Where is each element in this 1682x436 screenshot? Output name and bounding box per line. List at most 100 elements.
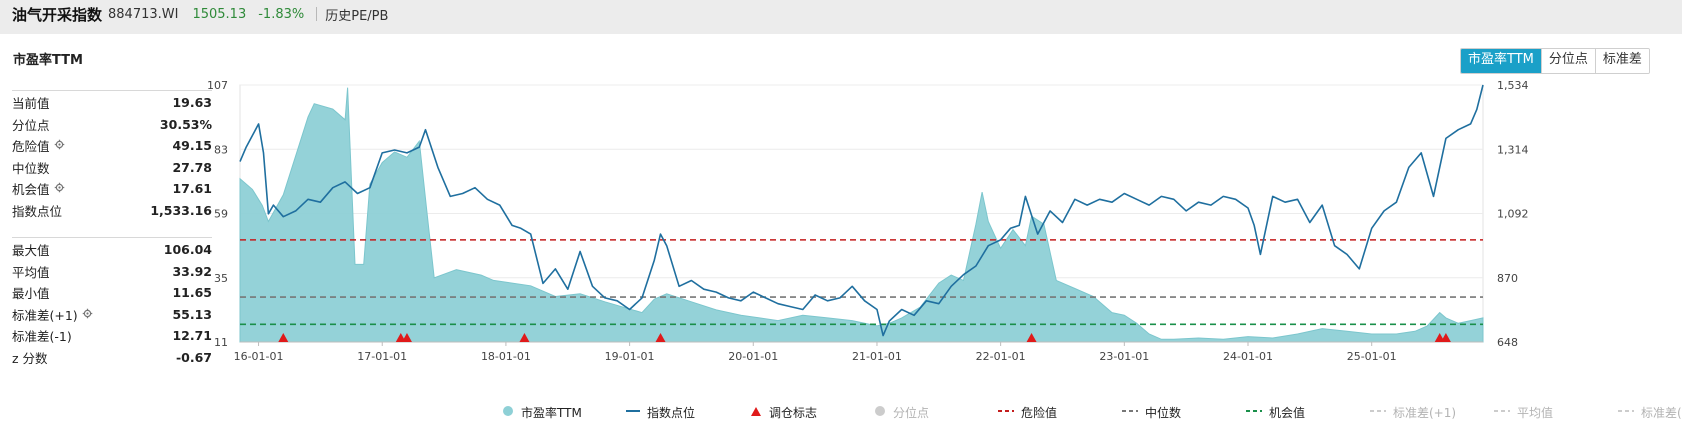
stat-value: 27.78 (172, 159, 212, 175)
index-change: -1.83% (258, 6, 305, 22)
index-price: 1505.13 (192, 6, 247, 22)
rebalance-marker (655, 333, 666, 342)
stat-row: 机会值 17.61 (12, 178, 212, 200)
stat-value: 12.71 (172, 328, 212, 344)
rebalance-marker (278, 333, 289, 342)
stat-label: 指数点位 (12, 201, 62, 220)
legend-item[interactable]: 分位点 (874, 404, 929, 421)
legend-item[interactable]: 调仓标志 (750, 404, 817, 421)
stat-label-text: 标准差(-1) (12, 329, 72, 345)
stat-row: 最小值 11.65 (12, 282, 212, 304)
stat-label-text: 中位数 (12, 160, 50, 176)
left-axis-tick-label: 59 (214, 208, 228, 221)
stat-row: z 分数 -0.67 (12, 347, 212, 369)
legend-label: 分位点 (893, 406, 930, 420)
stat-label: 标准差(-1) (12, 326, 72, 345)
right-axis-tick-label: 648 (1497, 336, 1518, 349)
stat-label: 分位点 (12, 115, 50, 134)
tab-std-dev[interactable]: 标准差 (1594, 49, 1649, 73)
gear-icon[interactable] (82, 307, 93, 322)
stat-label-text: 危险值 (12, 139, 50, 155)
legend-swatch-icon (1122, 405, 1138, 420)
legend-swatch-icon (998, 405, 1014, 420)
x-axis-tick-label: 25-01-01 (1347, 350, 1397, 363)
legend-swatch-icon (1370, 405, 1386, 420)
stat-value: 19.63 (172, 95, 212, 111)
rebalance-marker (401, 333, 412, 342)
rebalance-marker (1440, 333, 1451, 342)
rebalance-marker (519, 333, 530, 342)
tab-percentile[interactable]: 分位点 (1540, 49, 1595, 73)
history-pe-pb-link[interactable]: 历史PE/PB (325, 8, 389, 24)
left-axis-tick-label: 107 (207, 79, 228, 92)
header-divider (316, 7, 318, 21)
stat-label-text: 机会值 (12, 182, 50, 198)
legend-swatch-icon (874, 405, 886, 420)
stat-label: 机会值 (12, 179, 65, 198)
stat-row: 分位点 30.53% (12, 114, 212, 136)
stat-row: 危险值 49.15 (12, 135, 212, 157)
chart-legend: 市盈率TTM 指数点位 调仓标志 分位点 危险值 中位数 机会值 标准差(+1) 平均值 标准差(… (0, 404, 1682, 424)
legend-swatch-icon (1246, 405, 1262, 420)
legend-item[interactable]: 标准差(-1) (1618, 404, 1682, 421)
stat-row: 平均值 33.92 (12, 261, 212, 283)
legend-label: 标准差(-1) (1641, 406, 1682, 420)
legend-item[interactable]: 机会值 (1246, 404, 1305, 421)
legend-item[interactable]: 标准差(+1) (1370, 404, 1456, 421)
legend-label: 平均值 (1517, 406, 1554, 420)
stat-label: z 分数 (12, 348, 48, 367)
x-axis-tick-label: 24-01-01 (1223, 350, 1273, 363)
legend-label: 市盈率TTM (521, 406, 582, 420)
legend-item[interactable]: 平均值 (1494, 404, 1553, 421)
stat-row: 标准差(-1) 12.71 (12, 325, 212, 347)
index-level-line (239, 84, 1484, 337)
stat-value: 1,533.16 (150, 202, 212, 218)
stat-value: 30.53% (159, 116, 212, 132)
stat-value: 49.15 (172, 138, 212, 154)
pe-ttm-area (239, 87, 1484, 343)
gear-icon[interactable] (54, 138, 65, 153)
left-axis-tick-label: 11 (214, 336, 228, 349)
stat-label-text: 最小值 (12, 286, 50, 302)
left-axis-tick-label: 83 (214, 143, 228, 156)
stat-value: 55.13 (172, 306, 212, 322)
stat-label: 最大值 (12, 240, 50, 259)
stat-label: 危险值 (12, 136, 65, 155)
right-axis-tick-label: 1,092 (1497, 208, 1529, 221)
legend-item[interactable]: 危险值 (998, 404, 1057, 421)
stat-value: 17.61 (172, 181, 212, 197)
legend-item[interactable]: 市盈率TTM (502, 404, 582, 421)
x-axis-tick-label: 17-01-01 (357, 350, 407, 363)
pe-index-chart[interactable]: 107 83 59 35 11 1,534 1,314 1,092 870 648 16-01-01… (0, 34, 1682, 436)
legend-swatch-icon (1494, 405, 1510, 420)
header-bar: 油气开采指数 884713.WI 1505.13 -1.83% 历史PE/PB (0, 0, 1682, 28)
stat-label-text: 当前值 (12, 96, 50, 112)
legend-swatch-icon (1618, 405, 1634, 420)
legend-item[interactable]: 指数点位 (626, 404, 695, 421)
legend-label: 调仓标志 (769, 406, 818, 420)
legend-label: 中位数 (1145, 406, 1182, 420)
stat-row: 标准差(+1) 55.13 (12, 304, 212, 326)
stat-row: 最大值 106.04 (12, 239, 212, 261)
stats-summary: 当前值 19.63 分位点 30.53% 危险值 49.15 中位数 27.78 机会值 17.6… (12, 92, 212, 221)
stat-row: 指数点位 1,533.16 (12, 200, 212, 222)
stats-distribution: 最大值 106.04 平均值 33.92 最小值 11.65 标准差(+1) 55.13 标准差… (12, 239, 212, 368)
legend-item[interactable]: 中位数 (1122, 404, 1181, 421)
stat-label: 中位数 (12, 158, 50, 177)
tab-pe-ttm[interactable]: 市盈率TTM (1461, 49, 1541, 73)
valuation-panel: 市盈率TTM 市盈率TTM 分位点 标准差 当前值 19.63 分位点 30.53% 危… (0, 34, 1682, 436)
legend-label: 标准差(+1) (1393, 406, 1457, 420)
stat-label: 平均值 (12, 262, 50, 281)
x-axis-tick-label: 19-01-01 (605, 350, 655, 363)
stats-divider-top (12, 90, 212, 91)
legend-swatch-icon (750, 405, 762, 420)
stat-label-text: 最大值 (12, 243, 50, 259)
stats-divider-middle (12, 237, 212, 238)
stat-label-text: 标准差(+1) (12, 307, 78, 323)
stat-label: 当前值 (12, 93, 50, 112)
x-axis-tick-label: 20-01-01 (728, 350, 778, 363)
legend-label: 危险值 (1021, 406, 1058, 420)
stat-value: -0.67 (175, 349, 212, 365)
rebalance-marker (1026, 333, 1037, 342)
gear-icon[interactable] (54, 181, 65, 196)
